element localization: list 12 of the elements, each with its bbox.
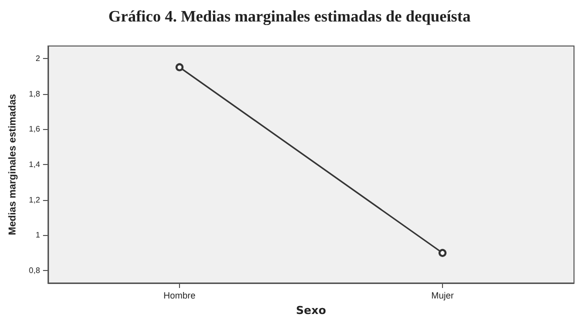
y-axis-title: Medias marginales estimadas — [8, 93, 18, 236]
y-tick-label: 1,6 — [28, 124, 41, 134]
chart-title: Gráfico 4. Medias marginales estimadas de dequeísta — [108, 8, 471, 26]
x-tick-label: Hombre — [164, 290, 196, 300]
y-tick-label: 1,8 — [28, 89, 41, 98]
y-tick-label: 2 — [36, 54, 41, 63]
y-tick-label: 1,2 — [28, 195, 41, 204]
y-tick-label: 1 — [36, 230, 41, 240]
x-axis-title: Sexo — [296, 304, 326, 317]
x-tick-label: Mujer — [431, 290, 454, 300]
y-tick-label: 0,8 — [28, 266, 41, 276]
y-tick-label: 1,4 — [28, 160, 41, 169]
